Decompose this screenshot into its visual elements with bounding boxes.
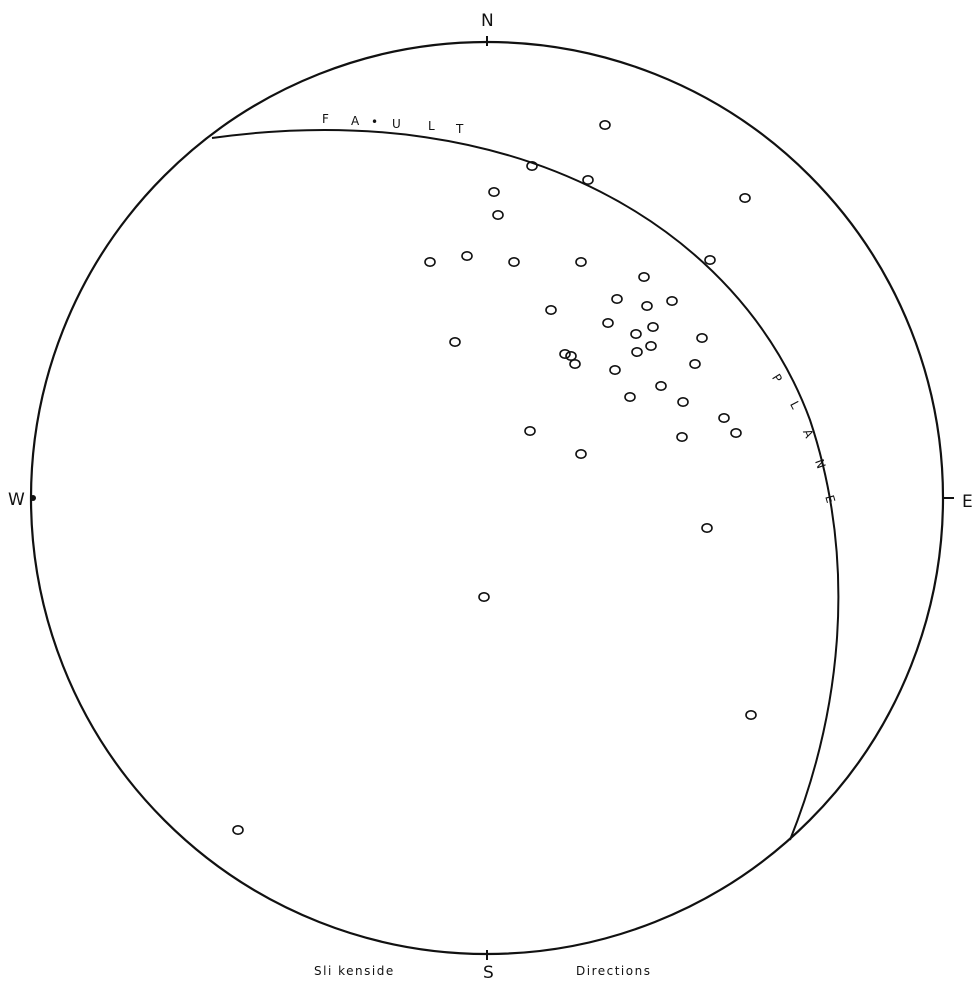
fault-letter: U: [392, 117, 401, 131]
striation-point: [739, 193, 751, 204]
fault-letter: F: [322, 112, 329, 126]
west-label: W: [8, 490, 25, 510]
striation-point: [582, 175, 594, 186]
primitive-circle: [29, 40, 945, 956]
striation-point: [630, 328, 642, 339]
striation-point: [730, 427, 742, 438]
striation-point: [638, 271, 650, 282]
plane-letter: N: [812, 457, 828, 470]
striation-point: [689, 358, 701, 369]
striation-point: [645, 340, 657, 351]
striation-point: [718, 412, 730, 423]
striation-point: [461, 251, 473, 262]
striation-point: [449, 336, 461, 347]
striation-point: [526, 161, 538, 172]
fault-letter: A: [351, 114, 360, 128]
striation-point: [666, 295, 678, 306]
plane-letter: L: [787, 399, 803, 412]
fault-plane-great-circle: [211, 129, 840, 841]
east-label: E: [962, 492, 973, 512]
fault-letter: L: [428, 119, 435, 133]
striation-point: [232, 824, 244, 835]
striation-point: [524, 425, 536, 436]
striation-point: [704, 255, 716, 266]
striation-point: [559, 348, 571, 359]
striation-point: [575, 256, 587, 267]
fault-letter: •: [371, 115, 378, 129]
plane-letter: P: [769, 371, 785, 385]
north-label: N: [481, 11, 494, 31]
striation-point: [565, 350, 577, 361]
striation-point: [424, 256, 436, 267]
striation-point: [569, 358, 581, 369]
striation-point: [701, 522, 713, 533]
plane-letter: A: [800, 427, 816, 441]
striation-point: [631, 346, 643, 357]
caption-left: Sli kenside: [314, 964, 395, 978]
striation-point: [488, 187, 500, 198]
striation-points: [232, 120, 757, 835]
caption-right: Directions: [576, 964, 651, 978]
striation-point: [641, 300, 653, 311]
striation-point: [508, 256, 520, 267]
striation-point: [611, 293, 623, 304]
fault-letter: T: [455, 122, 464, 136]
striation-point: [492, 210, 504, 221]
striation-point: [478, 591, 490, 602]
striation-point: [545, 304, 557, 315]
striation-point: [676, 431, 688, 442]
west-tick: [30, 495, 36, 501]
striation-point: [647, 321, 659, 332]
striation-point: [599, 120, 611, 131]
striation-point: [602, 317, 614, 328]
striation-point: [655, 380, 667, 391]
striation-point: [624, 391, 636, 402]
striation-point: [745, 709, 757, 720]
striation-point: [677, 396, 689, 407]
striation-point: [575, 448, 587, 459]
striation-point: [609, 364, 621, 375]
plane-letter: E: [822, 494, 838, 505]
striation-point: [696, 332, 708, 343]
caption-south: S: [483, 963, 494, 983]
